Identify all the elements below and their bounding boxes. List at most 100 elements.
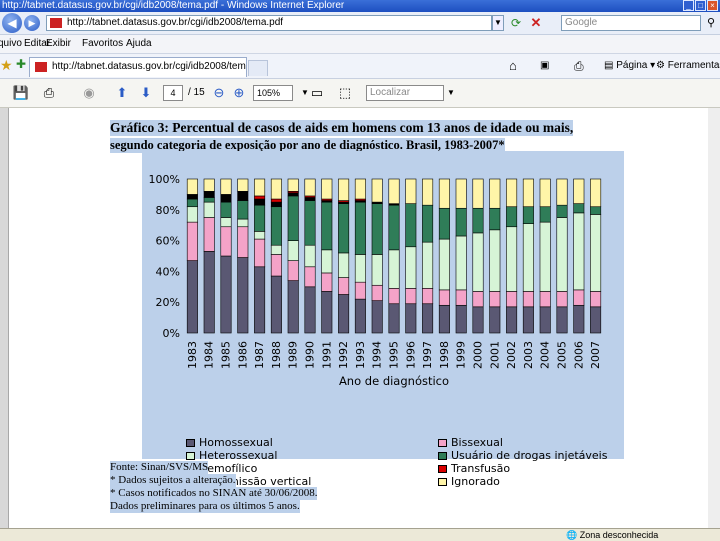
bar-segment [539, 206, 551, 223]
bar-segment [388, 288, 400, 305]
forward-button[interactable]: ▶ [24, 15, 40, 31]
y-tick-label: 80% [156, 204, 180, 217]
x-tick-label: 1984 [203, 341, 216, 369]
refresh-icon[interactable]: ⟳ [510, 16, 522, 30]
maximize-icon[interactable]: □ [695, 0, 706, 11]
bar-segment [203, 197, 215, 203]
bar-segment [506, 206, 518, 228]
print-icon[interactable]: ⎙ [574, 59, 584, 73]
address-input[interactable]: http://tabnet.datasus.gov.br/cgi/idb2008… [46, 15, 492, 31]
bar-segment [556, 178, 568, 206]
print-pdf-icon[interactable]: ⎙ [43, 85, 55, 100]
address-dropdown-icon[interactable]: ▼ [492, 15, 504, 31]
menu-item-arquivo[interactable]: Arquivo [0, 38, 22, 49]
bar-segment [455, 289, 467, 306]
zoom-dropdown-icon[interactable]: ▼ [301, 88, 309, 97]
legend-label: Usuário de drogas injetáveis [451, 449, 608, 462]
feeds-icon[interactable]: ▣ [540, 60, 550, 71]
find-input[interactable]: Localizar [366, 85, 444, 101]
footer-note-1: * Dados sujeitos a alteração. [110, 474, 236, 487]
bar-segment [556, 291, 568, 308]
vertical-scrollbar[interactable] [708, 108, 720, 528]
bar-segment [438, 178, 450, 209]
bar-segment [556, 217, 568, 292]
bar-segment [270, 178, 282, 200]
bar-segment [590, 214, 602, 292]
page-number-input[interactable]: 4 [163, 85, 183, 101]
x-tick-label: 1994 [371, 341, 384, 369]
bar-segment [556, 306, 568, 334]
bar-segment [186, 260, 198, 334]
footer-note-3: Dados preliminares para os últimos 5 ano… [110, 500, 300, 513]
tab-row: ★ ✚ http://tabnet.datasus.gov.br/cgi/idb… [0, 54, 720, 79]
x-tick-label: 1987 [253, 341, 266, 369]
find-dropdown-icon[interactable]: ▼ [447, 88, 455, 97]
menu-item-exibir[interactable]: Exibir [46, 38, 72, 49]
stop-icon[interactable]: ✕ [530, 15, 542, 30]
bar-segment [287, 280, 299, 334]
menu-item-ajuda[interactable]: Ajuda [126, 38, 152, 49]
menu-item-favoritos[interactable]: Favoritos [82, 38, 124, 49]
figure-title-line2: segundo categoria de exposição por ano d… [110, 138, 505, 153]
legend-label: Ignorado [451, 475, 500, 488]
legend-swatch [438, 452, 447, 460]
zoom-select[interactable]: 105% [253, 85, 293, 101]
menu-item-editar[interactable]: Editar [24, 38, 51, 49]
x-tick-label: 2001 [488, 341, 501, 369]
bar-segment [203, 217, 215, 252]
fit-page-icon[interactable]: ▭ [310, 85, 324, 100]
bar-segment [354, 178, 366, 200]
bar-segment [472, 291, 484, 308]
x-tick-label: 1991 [320, 341, 333, 369]
x-tick-label: 1996 [404, 341, 417, 369]
bar-segment [304, 266, 316, 288]
tools-menu-label: Ferramentas [667, 60, 720, 71]
home-icon[interactable]: ⌂ [509, 58, 517, 73]
bar-segment [321, 272, 333, 292]
zoom-in-icon[interactable]: ⊕ [233, 85, 245, 100]
page-menu-label: Página [616, 60, 648, 71]
back-button[interactable]: ◀ [2, 13, 22, 33]
y-tick-label: 100% [149, 173, 180, 186]
bar-segment [304, 286, 316, 334]
bar-segment [438, 238, 450, 291]
favorites-star-icon[interactable]: ★ [0, 57, 13, 73]
bar-segment [590, 178, 602, 208]
bar-segment [321, 201, 333, 251]
bar-segment [338, 277, 350, 295]
search-icon[interactable]: ⚲ [706, 17, 716, 29]
bar-segment [472, 306, 484, 334]
bar-segment [287, 178, 299, 192]
next-page-icon[interactable]: ⬇ [140, 85, 152, 100]
page-menu[interactable]: ▤ Página ▾ [604, 60, 656, 71]
bar-segment [203, 178, 215, 192]
bar-segment [203, 201, 215, 218]
close-icon[interactable]: × [707, 0, 718, 11]
tools-menu[interactable]: ⚙ Ferramentas ▾ [656, 58, 720, 74]
new-tab-button[interactable] [248, 60, 268, 76]
bar-segment [388, 249, 400, 289]
hand-tool-icon[interactable]: ◉ [83, 85, 95, 100]
bar-segment [388, 303, 400, 334]
bar-segment [371, 203, 383, 255]
search-input[interactable]: Google [561, 15, 701, 31]
x-tick-label: 1989 [287, 341, 300, 369]
x-tick-label: 1999 [455, 341, 468, 369]
bar-segment [270, 201, 282, 208]
bar-segment [422, 204, 434, 243]
legend-label: Bissexual [451, 436, 503, 449]
previous-page-icon[interactable]: ⬆ [116, 85, 128, 100]
zoom-out-icon[interactable]: ⊖ [213, 85, 225, 100]
navigation-pane[interactable] [0, 108, 9, 528]
fit-width-icon[interactable]: ⬚ [338, 85, 352, 100]
minimize-icon[interactable]: _ [683, 0, 694, 11]
pdf-icon [35, 62, 47, 72]
bar-segment [270, 206, 282, 246]
add-favorite-icon[interactable]: ✚ [16, 57, 27, 71]
save-icon[interactable]: 💾 [12, 85, 30, 100]
bar-segment [270, 198, 282, 203]
bar-segment [254, 231, 266, 240]
tab-pdf[interactable]: http://tabnet.datasus.gov.br/cgi/idb2008… [29, 57, 247, 77]
bar-segment [186, 194, 198, 200]
pdf-viewer[interactable]: Gráfico 3: Percentual de casos de aids e… [0, 108, 720, 528]
